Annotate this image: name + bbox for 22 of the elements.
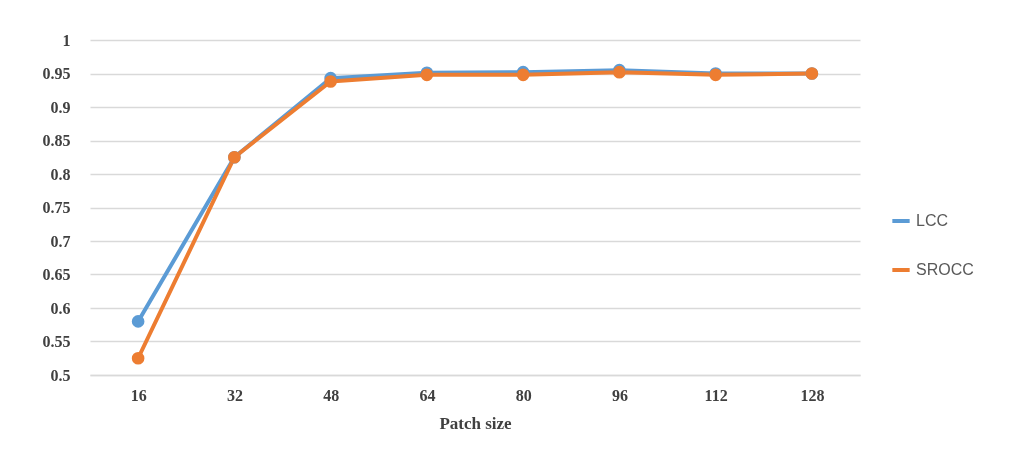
y-tick-label: 0.75 xyxy=(42,199,71,216)
y-tick-label: 0.55 xyxy=(42,333,71,350)
x-axis-title: Patch size xyxy=(439,413,513,433)
legend-label: LCC xyxy=(916,212,949,229)
y-tick-label: 0.9 xyxy=(50,98,71,116)
y-tick-label: 0.65 xyxy=(42,266,71,283)
x-tick-label: 32 xyxy=(226,386,243,404)
x-tick-label: 64 xyxy=(419,386,436,404)
legend-label: SROCC xyxy=(916,261,974,278)
x-tick-label: 48 xyxy=(323,386,340,404)
x-tick-label: 80 xyxy=(515,386,532,404)
y-tick-label: 0.8 xyxy=(50,165,71,183)
x-tick-label: 96 xyxy=(611,386,628,404)
y-tick-label: 1 xyxy=(62,31,71,49)
x-tick-label: 16 xyxy=(130,386,147,404)
y-tick-label: 0.7 xyxy=(50,232,71,250)
x-tick-label: 112 xyxy=(704,386,728,404)
y-tick-label: 0.6 xyxy=(50,299,71,317)
y-tick-label: 0.5 xyxy=(50,366,71,384)
y-tick-label: 0.95 xyxy=(42,65,71,82)
y-tick-label: 0.85 xyxy=(42,132,71,149)
x-tick-label: 128 xyxy=(800,386,825,404)
